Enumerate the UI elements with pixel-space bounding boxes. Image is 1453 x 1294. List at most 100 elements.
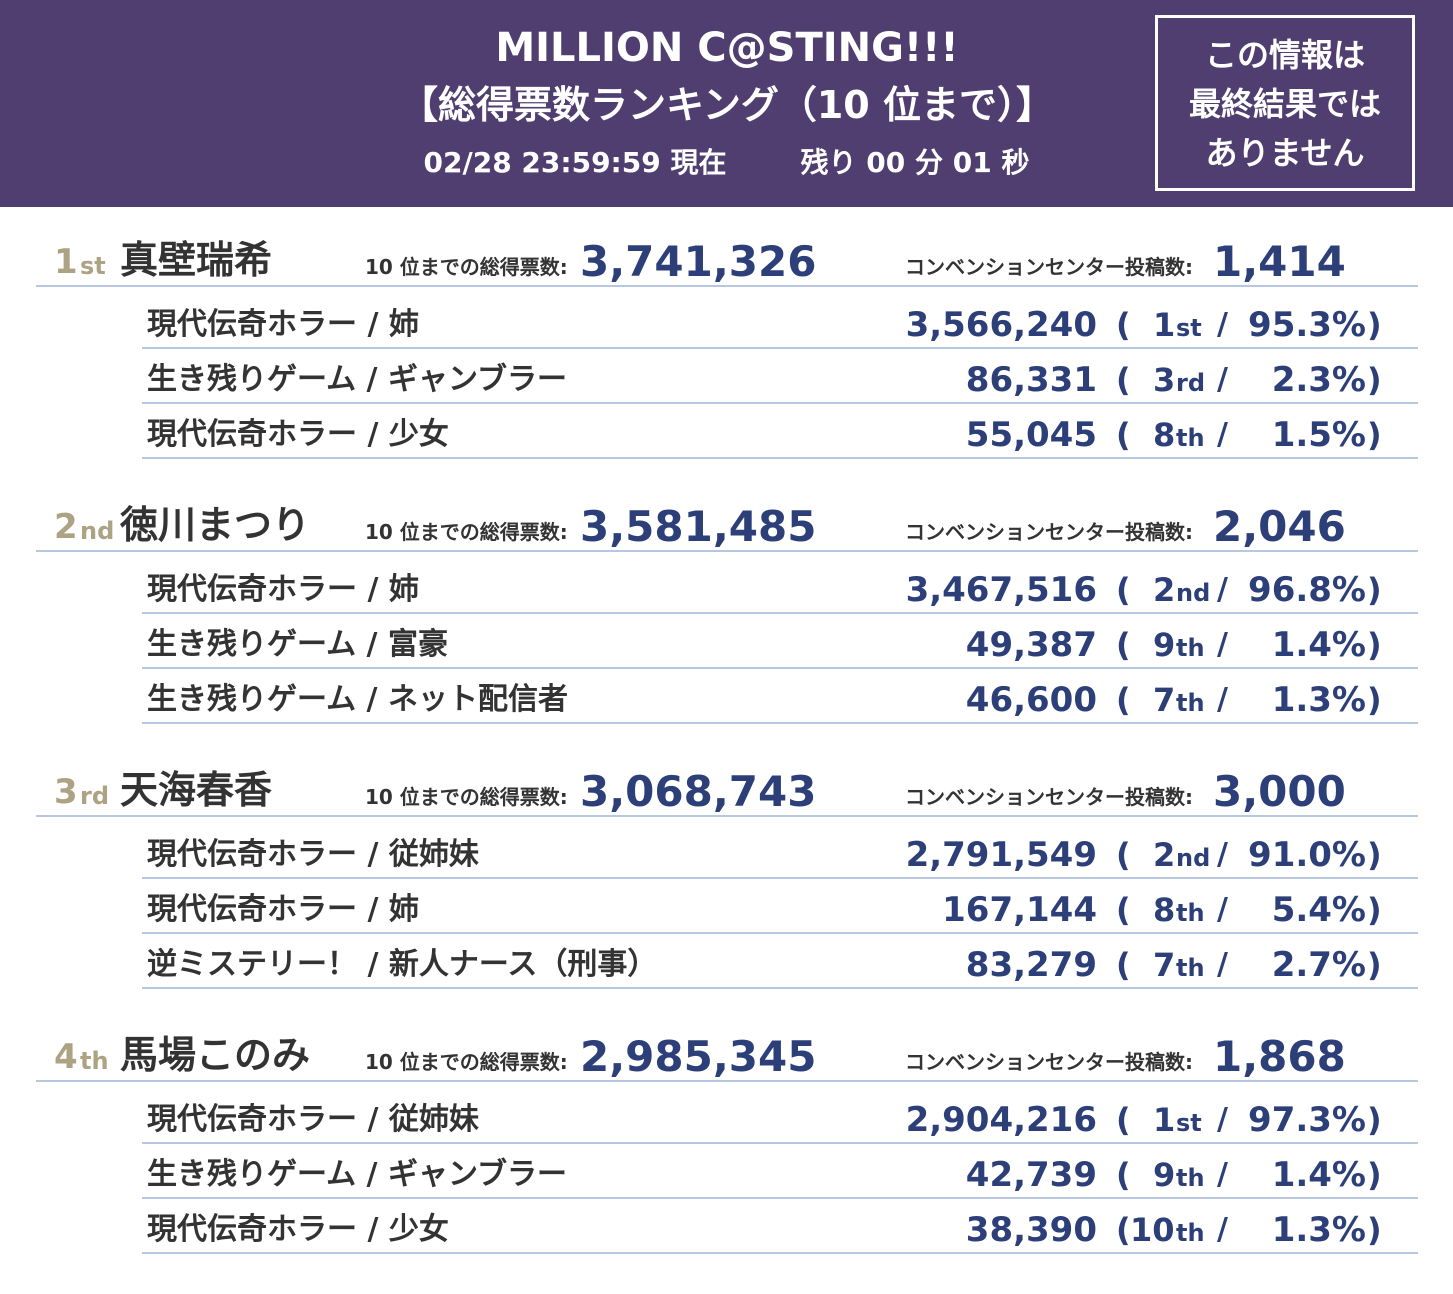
timestamp: 02/28 23:59:59 現在 xyxy=(423,146,727,179)
divider xyxy=(142,877,1418,879)
open-paren: ( xyxy=(1116,306,1131,344)
role-rank-number: 1 xyxy=(1153,306,1176,344)
role-rank-number: 3 xyxy=(1153,361,1176,399)
cc-label: コンベンションセンター投稿数: xyxy=(905,785,1193,809)
role-rank-suffix: th xyxy=(1176,689,1205,717)
rank-suffix: th xyxy=(80,1047,109,1075)
rank-number: 1 xyxy=(54,242,78,282)
role: 現代伝奇ホラー / 従姉妹 xyxy=(147,1102,479,1137)
role-rank-number: 2 xyxy=(1153,571,1176,609)
notice-line: この情報は xyxy=(1204,36,1366,74)
role-rank-suffix: st xyxy=(1176,314,1202,342)
votes: 2,791,549 xyxy=(905,835,1097,875)
separator: / xyxy=(1217,1157,1228,1192)
separator: / xyxy=(1217,572,1228,607)
role-rank-suffix: th xyxy=(1176,424,1205,452)
open-paren: ( xyxy=(1116,416,1131,454)
divider xyxy=(142,402,1418,404)
subtitle: 【総得票数ランキング（10 位まで）】 xyxy=(400,83,1054,127)
votes: 86,331 xyxy=(965,360,1097,400)
share: 97.3% xyxy=(1248,1100,1366,1140)
notice-line: ありません xyxy=(1205,134,1365,172)
votes: 167,144 xyxy=(942,890,1097,930)
close-paren: ) xyxy=(1367,891,1382,929)
role-rank-suffix: th xyxy=(1176,1219,1205,1247)
divider xyxy=(142,1252,1418,1254)
close-paren: ) xyxy=(1367,361,1382,399)
votes: 55,045 xyxy=(965,415,1097,455)
votes: 46,600 xyxy=(965,680,1097,720)
notice-line: 最終結果では xyxy=(1188,85,1382,123)
share: 1.4% xyxy=(1271,625,1366,665)
close-paren: ) xyxy=(1367,1101,1382,1139)
header xyxy=(0,0,1453,207)
cc-label: コンベンションセンター投稿数: xyxy=(905,1050,1193,1074)
share: 1.4% xyxy=(1271,1155,1366,1195)
name: 天海春香 xyxy=(120,768,273,812)
share: 1.5% xyxy=(1271,415,1366,455)
open-paren: ( xyxy=(1116,946,1131,984)
open-paren: ( xyxy=(1116,1156,1131,1194)
separator: / xyxy=(1217,947,1228,982)
votes: 49,387 xyxy=(965,625,1097,665)
role-rank-suffix: th xyxy=(1176,954,1205,982)
role: 現代伝奇ホラー / 従姉妹 xyxy=(147,837,479,872)
open-paren: ( xyxy=(1116,681,1131,719)
share: 2.7% xyxy=(1271,945,1366,985)
role: 現代伝奇ホラー / 少女 xyxy=(147,417,449,452)
total-label: 10 位までの総得票数: xyxy=(365,520,568,544)
role: 生き残りゲーム / ギャンブラー xyxy=(147,1157,568,1192)
role: 生き残りゲーム / ギャンブラー xyxy=(147,362,568,397)
role-rank-suffix: th xyxy=(1176,899,1205,927)
role-rank-number: 7 xyxy=(1153,681,1176,719)
total-label: 10 位までの総得票数: xyxy=(365,1050,568,1074)
divider xyxy=(36,550,1418,552)
share: 96.8% xyxy=(1248,570,1366,610)
close-paren: ) xyxy=(1367,681,1382,719)
total: 3,068,743 xyxy=(580,767,817,816)
separator: / xyxy=(1217,307,1228,342)
role-rank-number: 8 xyxy=(1153,416,1176,454)
close-paren: ) xyxy=(1367,626,1382,664)
votes: 3,566,240 xyxy=(905,305,1097,345)
divider xyxy=(142,1142,1418,1144)
role: 生き残りゲーム / 富豪 xyxy=(147,627,448,662)
role-rank-number: 8 xyxy=(1153,891,1176,929)
divider xyxy=(142,722,1418,724)
cc: 2,046 xyxy=(1213,502,1346,551)
share: 1.3% xyxy=(1271,1210,1366,1250)
divider xyxy=(36,285,1418,287)
divider xyxy=(142,987,1418,989)
role-rank-suffix: rd xyxy=(1176,369,1206,397)
remaining: 残り 00 分 01 秒 xyxy=(800,146,1030,179)
votes: 83,279 xyxy=(965,945,1097,985)
open-paren: ( xyxy=(1116,361,1131,399)
share: 2.3% xyxy=(1271,360,1366,400)
total: 3,741,326 xyxy=(580,237,817,286)
total-label: 10 位までの総得票数: xyxy=(365,255,568,279)
rank-suffix: st xyxy=(80,252,106,280)
cc: 3,000 xyxy=(1213,767,1346,816)
close-paren: ) xyxy=(1367,836,1382,874)
separator: / xyxy=(1217,362,1228,397)
rank-number: 2 xyxy=(54,507,78,547)
open-paren: ( xyxy=(1116,891,1131,929)
votes: 2,904,216 xyxy=(905,1100,1097,1140)
role: 現代伝奇ホラー / 姉 xyxy=(147,892,419,927)
separator: / xyxy=(1217,892,1228,927)
open-paren: ( xyxy=(1116,1211,1131,1249)
name: 馬場このみ xyxy=(120,1033,311,1077)
title: MILLION C@STING!!! xyxy=(495,25,959,71)
role-rank-number: 7 xyxy=(1153,946,1176,984)
open-paren: ( xyxy=(1116,571,1131,609)
separator: / xyxy=(1217,1102,1228,1137)
cc-label: コンベンションセンター投稿数: xyxy=(905,520,1193,544)
divider xyxy=(142,1197,1418,1199)
name: 真壁瑞希 xyxy=(120,238,273,282)
cc-label: コンベンションセンター投稿数: xyxy=(905,255,1193,279)
role: 生き残りゲーム / ネット配信者 xyxy=(147,682,568,717)
name: 徳川まつり xyxy=(120,503,311,547)
votes: 3,467,516 xyxy=(905,570,1097,610)
total-label: 10 位までの総得票数: xyxy=(365,785,568,809)
divider xyxy=(142,347,1418,349)
